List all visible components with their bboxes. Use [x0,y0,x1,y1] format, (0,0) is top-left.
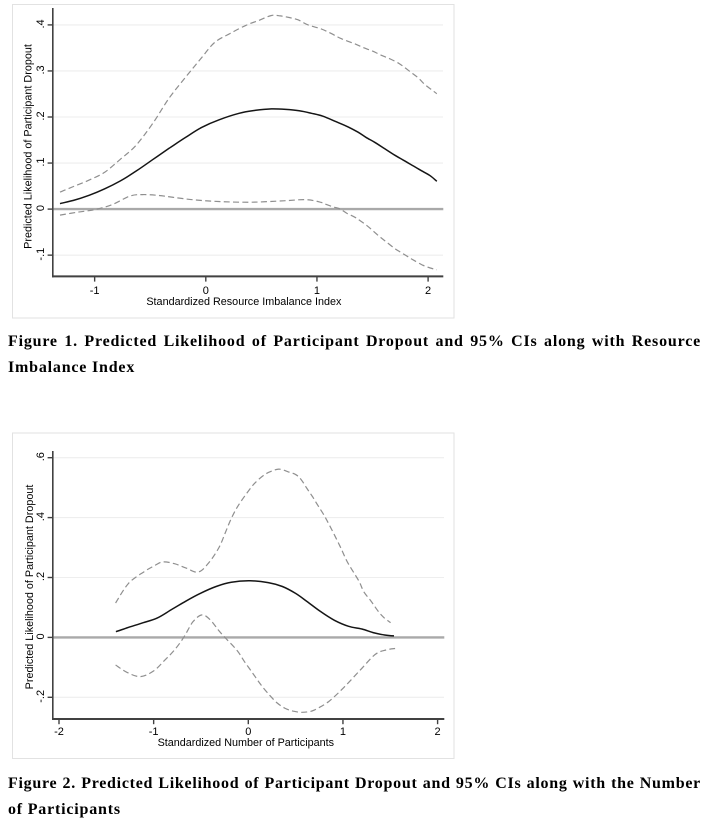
svg-text:.6: .6 [35,452,47,461]
svg-text:-1: -1 [90,285,100,297]
svg-text:.1: .1 [35,157,47,166]
svg-text:.2: .2 [35,111,47,120]
svg-text:-.1: -.1 [35,248,47,261]
svg-text:0: 0 [35,633,47,639]
svg-text:Standardized Number of Partici: Standardized Number of Participants [158,737,335,749]
svg-text:.2: .2 [35,572,47,581]
svg-text:1: 1 [340,726,346,738]
svg-text:2: 2 [435,726,441,738]
svg-text:.4: .4 [35,19,47,28]
svg-text:-1: -1 [149,726,159,738]
svg-text:0: 0 [203,285,209,297]
svg-text:-2: -2 [54,726,64,738]
svg-text:Predicted Likelihood of Partic: Predicted Likelihood of Participant Drop… [23,44,35,249]
svg-text:0: 0 [245,726,251,738]
svg-text:2: 2 [425,285,431,297]
svg-text:-.2: -.2 [35,690,47,703]
svg-text:Predicted Likelihood of Partic: Predicted Likelihood of Participant Drop… [24,485,36,690]
svg-text:.4: .4 [35,512,47,521]
svg-text:.3: .3 [35,65,47,74]
svg-text:0: 0 [35,205,47,211]
svg-text:Standardized Resource Imbalanc: Standardized Resource Imbalance Index [146,296,342,308]
svg-text:1: 1 [314,285,320,297]
